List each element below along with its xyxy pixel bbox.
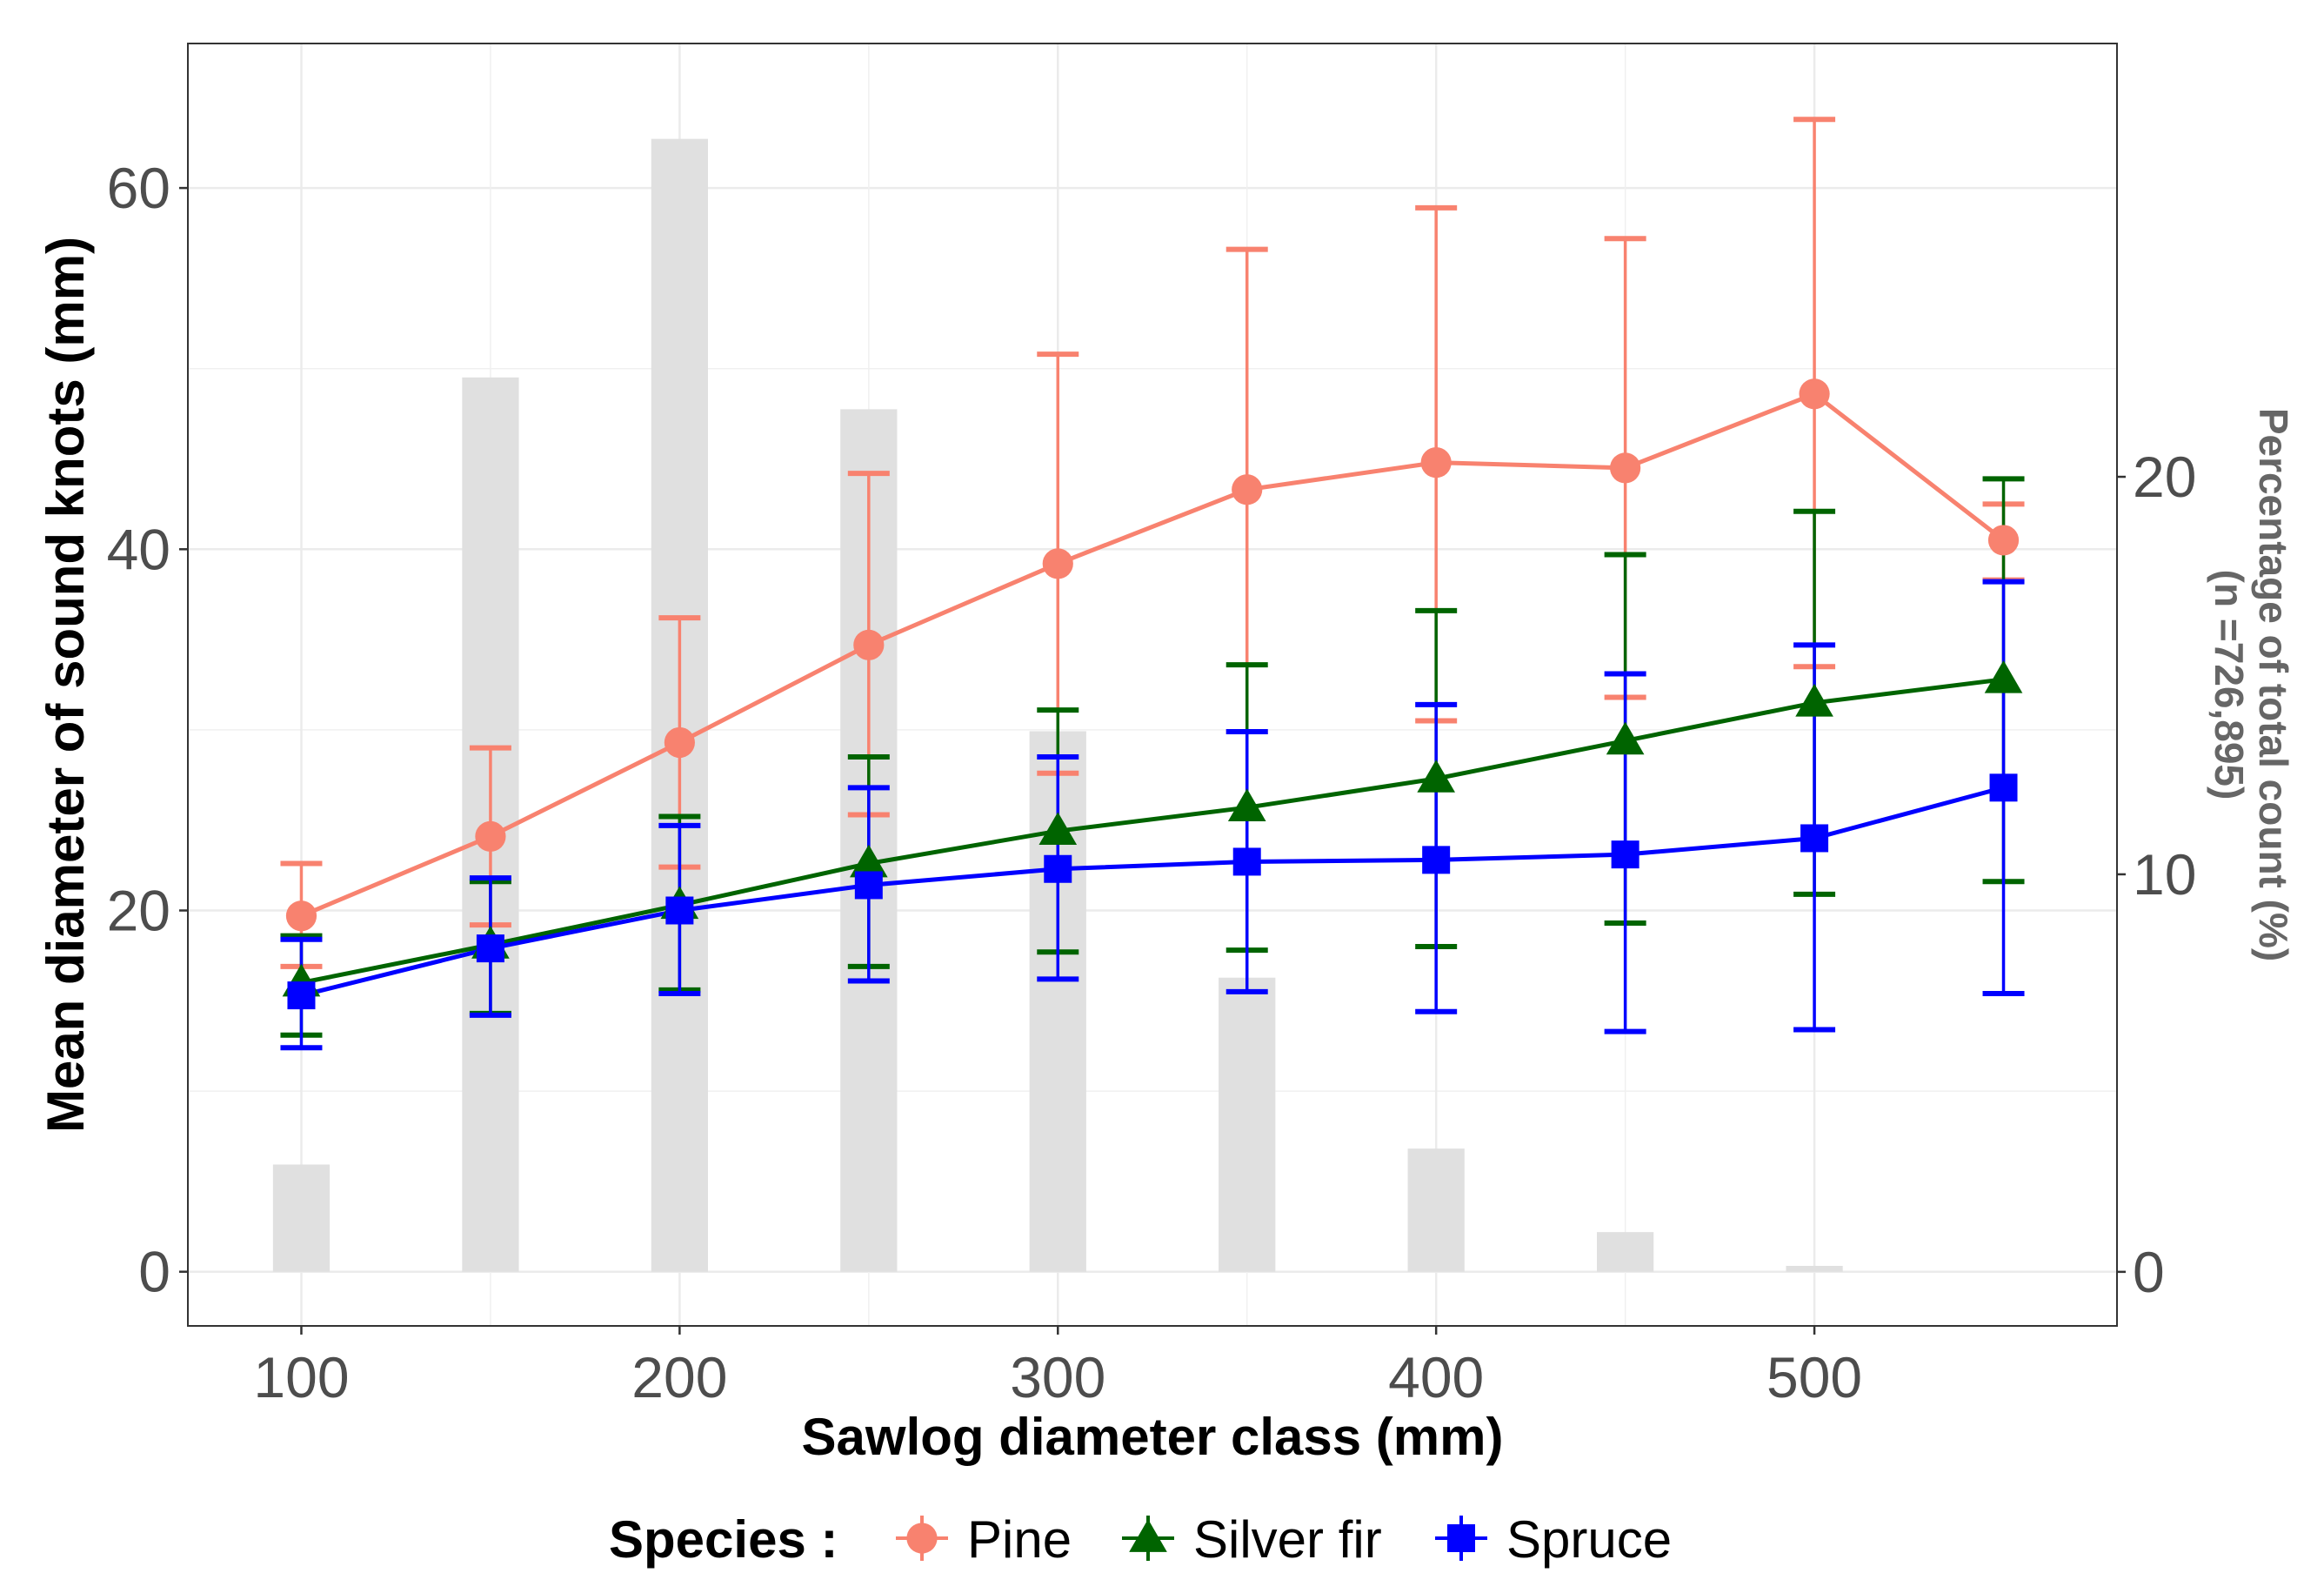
legend-label: Silver fir <box>1193 1510 1382 1569</box>
y-axis-right: 0 10 20 <box>2117 445 2196 1304</box>
point-pine <box>1610 452 1641 484</box>
legend-key-marker <box>1129 1519 1167 1552</box>
point-spruce <box>1422 846 1451 874</box>
point-spruce <box>665 896 694 925</box>
point-pine <box>1987 525 2020 556</box>
point-pine <box>853 629 885 660</box>
legend-item-silver-fir: Silver fir <box>1122 1510 1382 1569</box>
point-silver-fir <box>1795 683 1833 717</box>
count-bar <box>1597 1232 1654 1272</box>
series-line-pine <box>300 391 2006 919</box>
legend-label: Pine <box>967 1510 1072 1569</box>
point-spruce <box>476 934 504 963</box>
point-pine <box>1042 548 1073 579</box>
legend-key-marker <box>1447 1524 1475 1552</box>
point-pine <box>1799 378 1830 410</box>
x-tick-label: 400 <box>1388 1345 1484 1409</box>
point-pine <box>285 900 317 932</box>
error-bars <box>280 117 2025 1051</box>
y-tick-label: 60 <box>107 156 170 220</box>
point-silver-fir <box>1038 812 1078 846</box>
point-silver-fir <box>1984 659 2023 693</box>
point-pine <box>664 726 695 759</box>
point-spruce <box>1044 854 1072 883</box>
x-tick-label: 200 <box>631 1345 727 1409</box>
count-bar <box>1786 1266 1843 1272</box>
point-pine <box>475 820 506 852</box>
point-spruce <box>1800 824 1829 853</box>
y2-axis-subtitle: (n =726,895) <box>2207 570 2252 800</box>
point-silver-fir <box>1227 788 1266 822</box>
panel-border <box>187 43 2118 1327</box>
y-tick-label: 20 <box>107 879 170 943</box>
y-tick-label: 40 <box>107 517 170 581</box>
y-tick-label: 0 <box>138 1240 170 1304</box>
x-axis: 100 200 300 400 500 <box>253 1326 1862 1409</box>
y2-axis-title: Percentage of total count (%) <box>2251 408 2296 961</box>
y2-tick-label: 0 <box>2133 1240 2165 1304</box>
legend-label: Spruce <box>1506 1510 1672 1569</box>
y-axis-title: Mean diameter of sound knots (mm) <box>37 237 95 1133</box>
point-spruce <box>1232 847 1261 876</box>
x-tick-label: 100 <box>253 1345 349 1409</box>
series-lines <box>300 391 2006 998</box>
legend-title: Species : <box>609 1510 838 1569</box>
point-pine <box>1232 474 1263 505</box>
point-silver-fir <box>1417 760 1456 793</box>
legend-key-marker <box>906 1523 938 1554</box>
point-spruce <box>287 981 316 1010</box>
series-line-spruce <box>300 785 2005 998</box>
point-silver-fir <box>849 844 888 878</box>
y2-tick-label: 20 <box>2133 445 2196 509</box>
point-spruce <box>1611 840 1639 869</box>
y2-tick-label: 10 <box>2133 842 2196 907</box>
series-points <box>282 378 2023 1010</box>
legend-item-spruce: Spruce <box>1435 1510 1672 1569</box>
legend: Species : Pine Silver fir Spruce <box>609 1510 1672 1569</box>
point-pine <box>1420 447 1452 479</box>
legend-item-pine: Pine <box>896 1510 1072 1569</box>
x-tick-label: 300 <box>1010 1345 1105 1409</box>
count-bar <box>1407 1148 1465 1272</box>
series-line-silver-fir <box>301 677 2004 985</box>
x-axis-title: Sawlog diameter class (mm) <box>802 1408 1504 1466</box>
x-tick-label: 500 <box>1766 1345 1862 1409</box>
count-bar <box>1219 977 1276 1272</box>
point-silver-fir <box>1606 721 1645 755</box>
y-axis-left: 0 20 40 60 <box>107 156 188 1304</box>
point-spruce <box>854 871 883 900</box>
point-spruce <box>1989 773 2018 802</box>
count-bar <box>272 1164 331 1272</box>
